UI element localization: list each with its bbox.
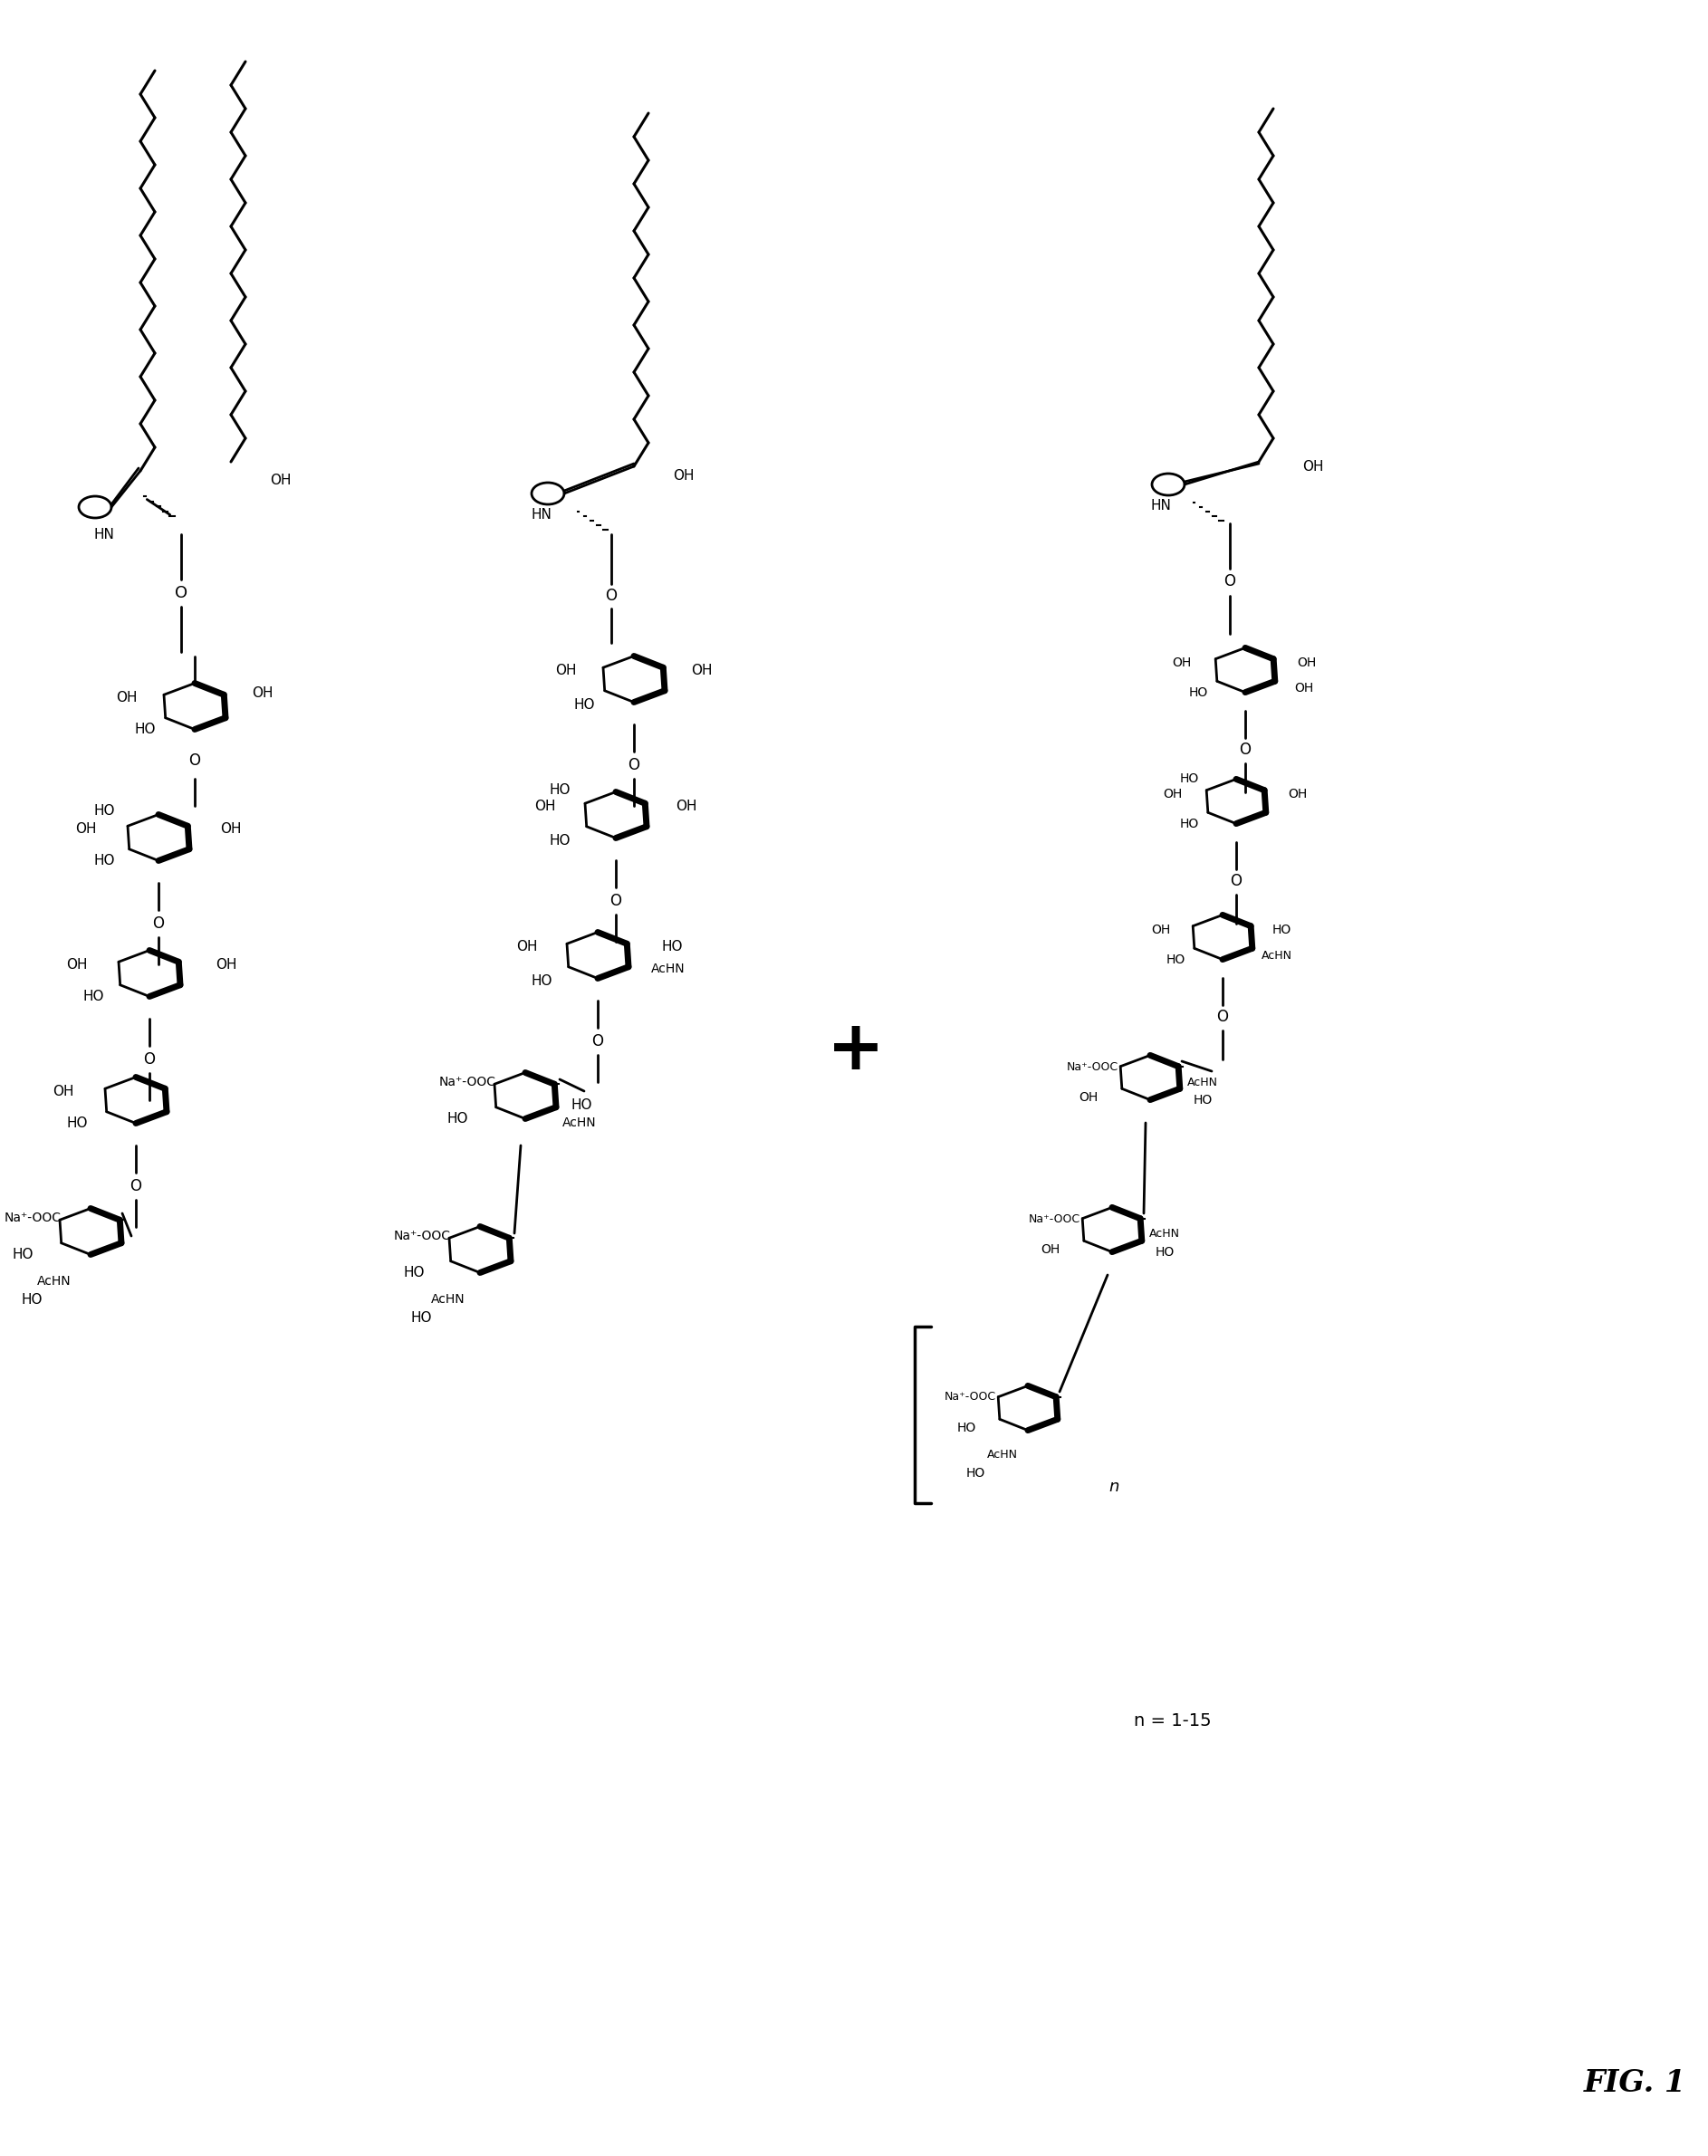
Text: OH: OH: [1040, 1244, 1061, 1257]
Text: OH: OH: [1296, 655, 1317, 668]
Text: O: O: [593, 1033, 603, 1050]
Text: HO: HO: [1167, 953, 1185, 966]
Text: HO: HO: [94, 854, 114, 867]
Text: AcHN: AcHN: [1262, 949, 1293, 962]
Text: HO: HO: [661, 940, 683, 953]
Text: HO: HO: [67, 1117, 87, 1130]
Text: OH: OH: [215, 957, 237, 970]
Text: HO: HO: [1194, 1093, 1213, 1106]
Text: Na⁺-OOC: Na⁺-OOC: [945, 1391, 996, 1404]
Text: OH: OH: [75, 821, 97, 834]
Text: O: O: [629, 757, 640, 774]
Text: HO: HO: [956, 1421, 975, 1434]
Text: Na⁺-OOC: Na⁺-OOC: [1068, 1061, 1119, 1072]
Text: HO: HO: [570, 1097, 593, 1112]
Text: O: O: [190, 752, 200, 770]
Text: HO: HO: [94, 804, 114, 817]
Text: Na⁺-OOC: Na⁺-OOC: [1028, 1214, 1081, 1225]
Text: HO: HO: [20, 1294, 43, 1307]
Text: O: O: [610, 893, 622, 910]
Text: OH: OH: [270, 472, 292, 487]
Text: O: O: [605, 589, 617, 604]
Text: OH: OH: [116, 690, 137, 705]
Text: HO: HO: [548, 834, 570, 847]
Text: OH: OH: [1151, 923, 1170, 936]
Text: Na⁺-OOC: Na⁺-OOC: [5, 1212, 61, 1225]
Text: Na⁺-OOC: Na⁺-OOC: [439, 1076, 497, 1089]
Text: HO: HO: [548, 783, 570, 796]
Text: HO: HO: [1189, 686, 1208, 699]
Text: HN: HN: [1151, 498, 1172, 513]
Text: HN: HN: [94, 528, 114, 541]
Text: HO: HO: [403, 1266, 425, 1279]
Text: HO: HO: [12, 1248, 32, 1261]
Text: AcHN: AcHN: [1149, 1229, 1180, 1240]
Text: AcHN: AcHN: [562, 1117, 596, 1130]
Text: OH: OH: [1303, 459, 1324, 472]
Text: HO: HO: [1155, 1246, 1175, 1259]
Text: O: O: [1230, 873, 1242, 888]
Text: OH: OH: [1172, 655, 1192, 668]
Text: OH: OH: [516, 940, 538, 953]
Text: FIG. 1: FIG. 1: [1583, 2068, 1686, 2098]
Text: HO: HO: [82, 990, 104, 1003]
Text: HO: HO: [410, 1311, 432, 1324]
Text: OH: OH: [1288, 787, 1307, 800]
Text: +: +: [827, 1018, 885, 1084]
Text: AcHN: AcHN: [430, 1294, 465, 1307]
Text: n: n: [1108, 1479, 1119, 1494]
Text: O: O: [152, 916, 164, 931]
Text: O: O: [130, 1177, 142, 1194]
Text: OH: OH: [535, 800, 555, 813]
Text: HO: HO: [965, 1466, 986, 1479]
Text: OH: OH: [253, 686, 273, 699]
Text: OH: OH: [676, 800, 697, 813]
Text: OH: OH: [692, 664, 712, 677]
Text: OH: OH: [1295, 681, 1313, 694]
Text: O: O: [143, 1052, 155, 1067]
Text: HO: HO: [531, 975, 552, 987]
Text: AcHN: AcHN: [651, 962, 685, 975]
Text: AcHN: AcHN: [987, 1449, 1018, 1462]
Text: OH: OH: [1163, 787, 1182, 800]
Text: Na⁺-OOC: Na⁺-OOC: [395, 1229, 451, 1242]
Text: OH: OH: [220, 821, 241, 834]
Text: O: O: [1240, 742, 1252, 759]
Text: O: O: [174, 584, 188, 602]
Text: O: O: [1216, 1009, 1228, 1024]
Text: AcHN: AcHN: [1187, 1076, 1218, 1089]
Text: AcHN: AcHN: [38, 1274, 72, 1287]
Text: O: O: [1225, 573, 1235, 589]
Text: HO: HO: [1180, 817, 1199, 830]
Text: OH: OH: [53, 1084, 73, 1097]
Text: HN: HN: [531, 507, 552, 522]
Text: OH: OH: [1079, 1091, 1098, 1104]
Text: HO: HO: [447, 1112, 468, 1125]
Text: OH: OH: [555, 664, 577, 677]
Text: OH: OH: [673, 468, 695, 483]
Text: HO: HO: [135, 722, 155, 735]
Text: HO: HO: [1180, 772, 1199, 785]
Text: HO: HO: [1272, 923, 1291, 936]
Text: n = 1-15: n = 1-15: [1134, 1712, 1211, 1729]
Text: OH: OH: [67, 957, 87, 970]
Text: HO: HO: [574, 699, 594, 711]
